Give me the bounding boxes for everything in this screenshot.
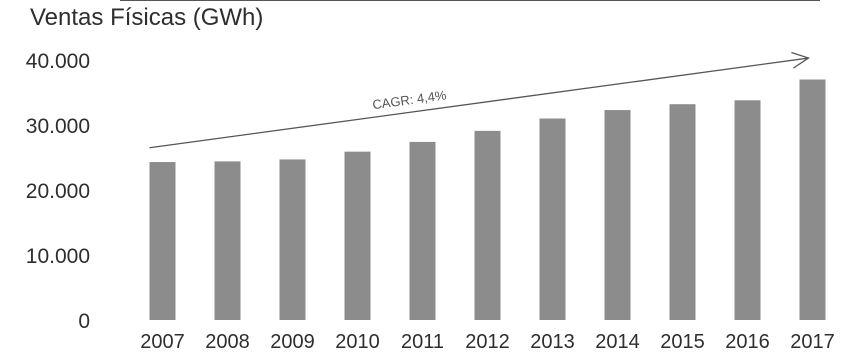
bar-2014 bbox=[604, 110, 631, 320]
bar-2010 bbox=[344, 151, 371, 320]
bar-2017 bbox=[799, 79, 826, 320]
trend-arrow-line bbox=[149, 57, 809, 149]
bar-2011 bbox=[409, 141, 436, 320]
bar-2013 bbox=[539, 118, 566, 320]
x-tick-label: 2011 bbox=[401, 331, 444, 353]
x-tick-label: 2007 bbox=[140, 331, 185, 353]
x-tick-label: 2010 bbox=[335, 331, 380, 353]
x-tick-label: 2012 bbox=[465, 331, 510, 353]
x-tick-label: 2017 bbox=[790, 331, 835, 353]
bar-2012 bbox=[474, 130, 501, 320]
x-tick-label: 2008 bbox=[205, 331, 250, 353]
x-tick-label: 2009 bbox=[270, 331, 315, 353]
y-tick-label: 40.000 bbox=[26, 50, 90, 73]
bar-2007 bbox=[149, 162, 176, 320]
x-tick-label: 2015 bbox=[660, 331, 705, 353]
bar-2016 bbox=[734, 100, 761, 320]
x-tick-label: 2013 bbox=[530, 331, 575, 353]
bars bbox=[149, 79, 826, 320]
y-tick-label: 0 bbox=[78, 310, 90, 333]
chart-title: Ventas Físicas (GWh) bbox=[30, 4, 264, 31]
y-axis-ticks: 0 10.000 20.000 30.000 40.000 bbox=[26, 50, 90, 333]
top-rule bbox=[120, 0, 820, 1]
trend-arrow-head bbox=[791, 51, 810, 69]
bar-2015 bbox=[669, 104, 696, 320]
y-tick-label: 20.000 bbox=[26, 180, 90, 203]
bar-2009 bbox=[279, 159, 306, 320]
x-axis-ticks: 2007 2008 2009 2010 2011 2012 2013 2014 2015 2016… bbox=[140, 331, 835, 353]
x-tick-label: 2016 bbox=[725, 331, 770, 353]
y-tick-label: 30.000 bbox=[26, 115, 90, 138]
x-tick-label: 2014 bbox=[595, 331, 640, 353]
y-tick-label: 10.000 bbox=[26, 245, 90, 268]
bar-2008 bbox=[214, 161, 241, 320]
